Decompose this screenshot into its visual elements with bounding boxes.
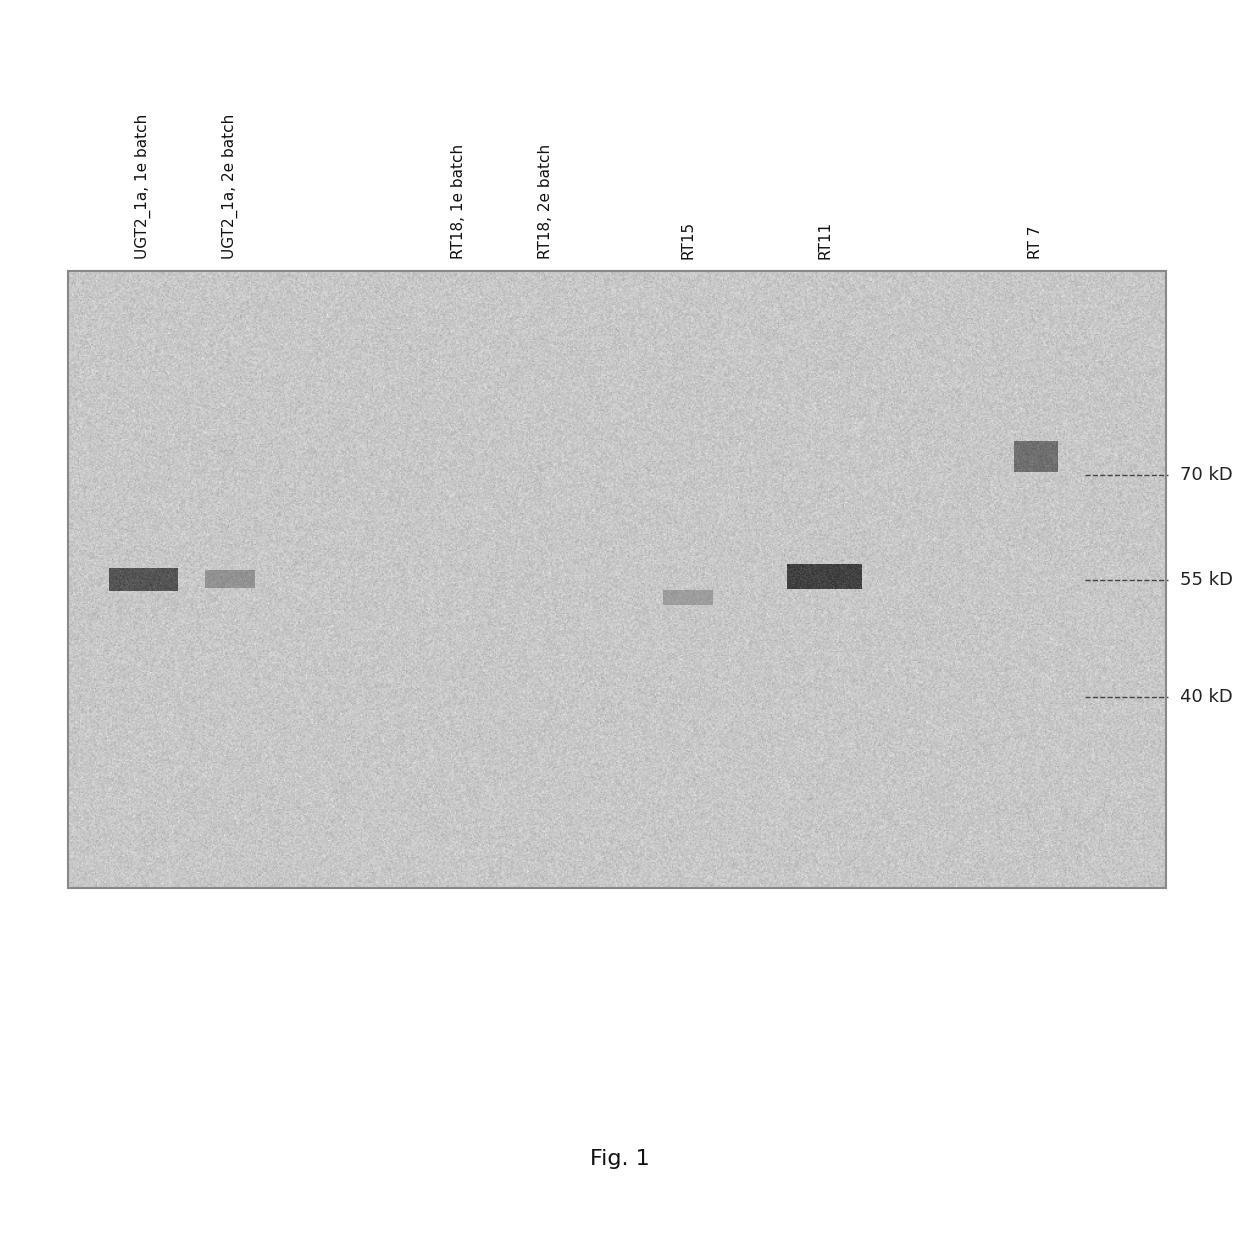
- Text: UGT2_1a, 1e batch: UGT2_1a, 1e batch: [134, 113, 151, 259]
- Text: RT15: RT15: [681, 221, 696, 259]
- Text: Fig. 1: Fig. 1: [590, 1149, 650, 1169]
- Text: RT18, 1e batch: RT18, 1e batch: [451, 144, 466, 259]
- Text: RT18, 2e batch: RT18, 2e batch: [538, 144, 553, 259]
- Text: RT11: RT11: [817, 221, 832, 259]
- Text: RT 7: RT 7: [1028, 226, 1043, 259]
- Text: 70 kD: 70 kD: [1180, 466, 1234, 483]
- Text: 40 kD: 40 kD: [1180, 688, 1234, 705]
- Text: 55 kD: 55 kD: [1180, 571, 1234, 588]
- Text: UGT2_1a, 2e batch: UGT2_1a, 2e batch: [221, 113, 238, 259]
